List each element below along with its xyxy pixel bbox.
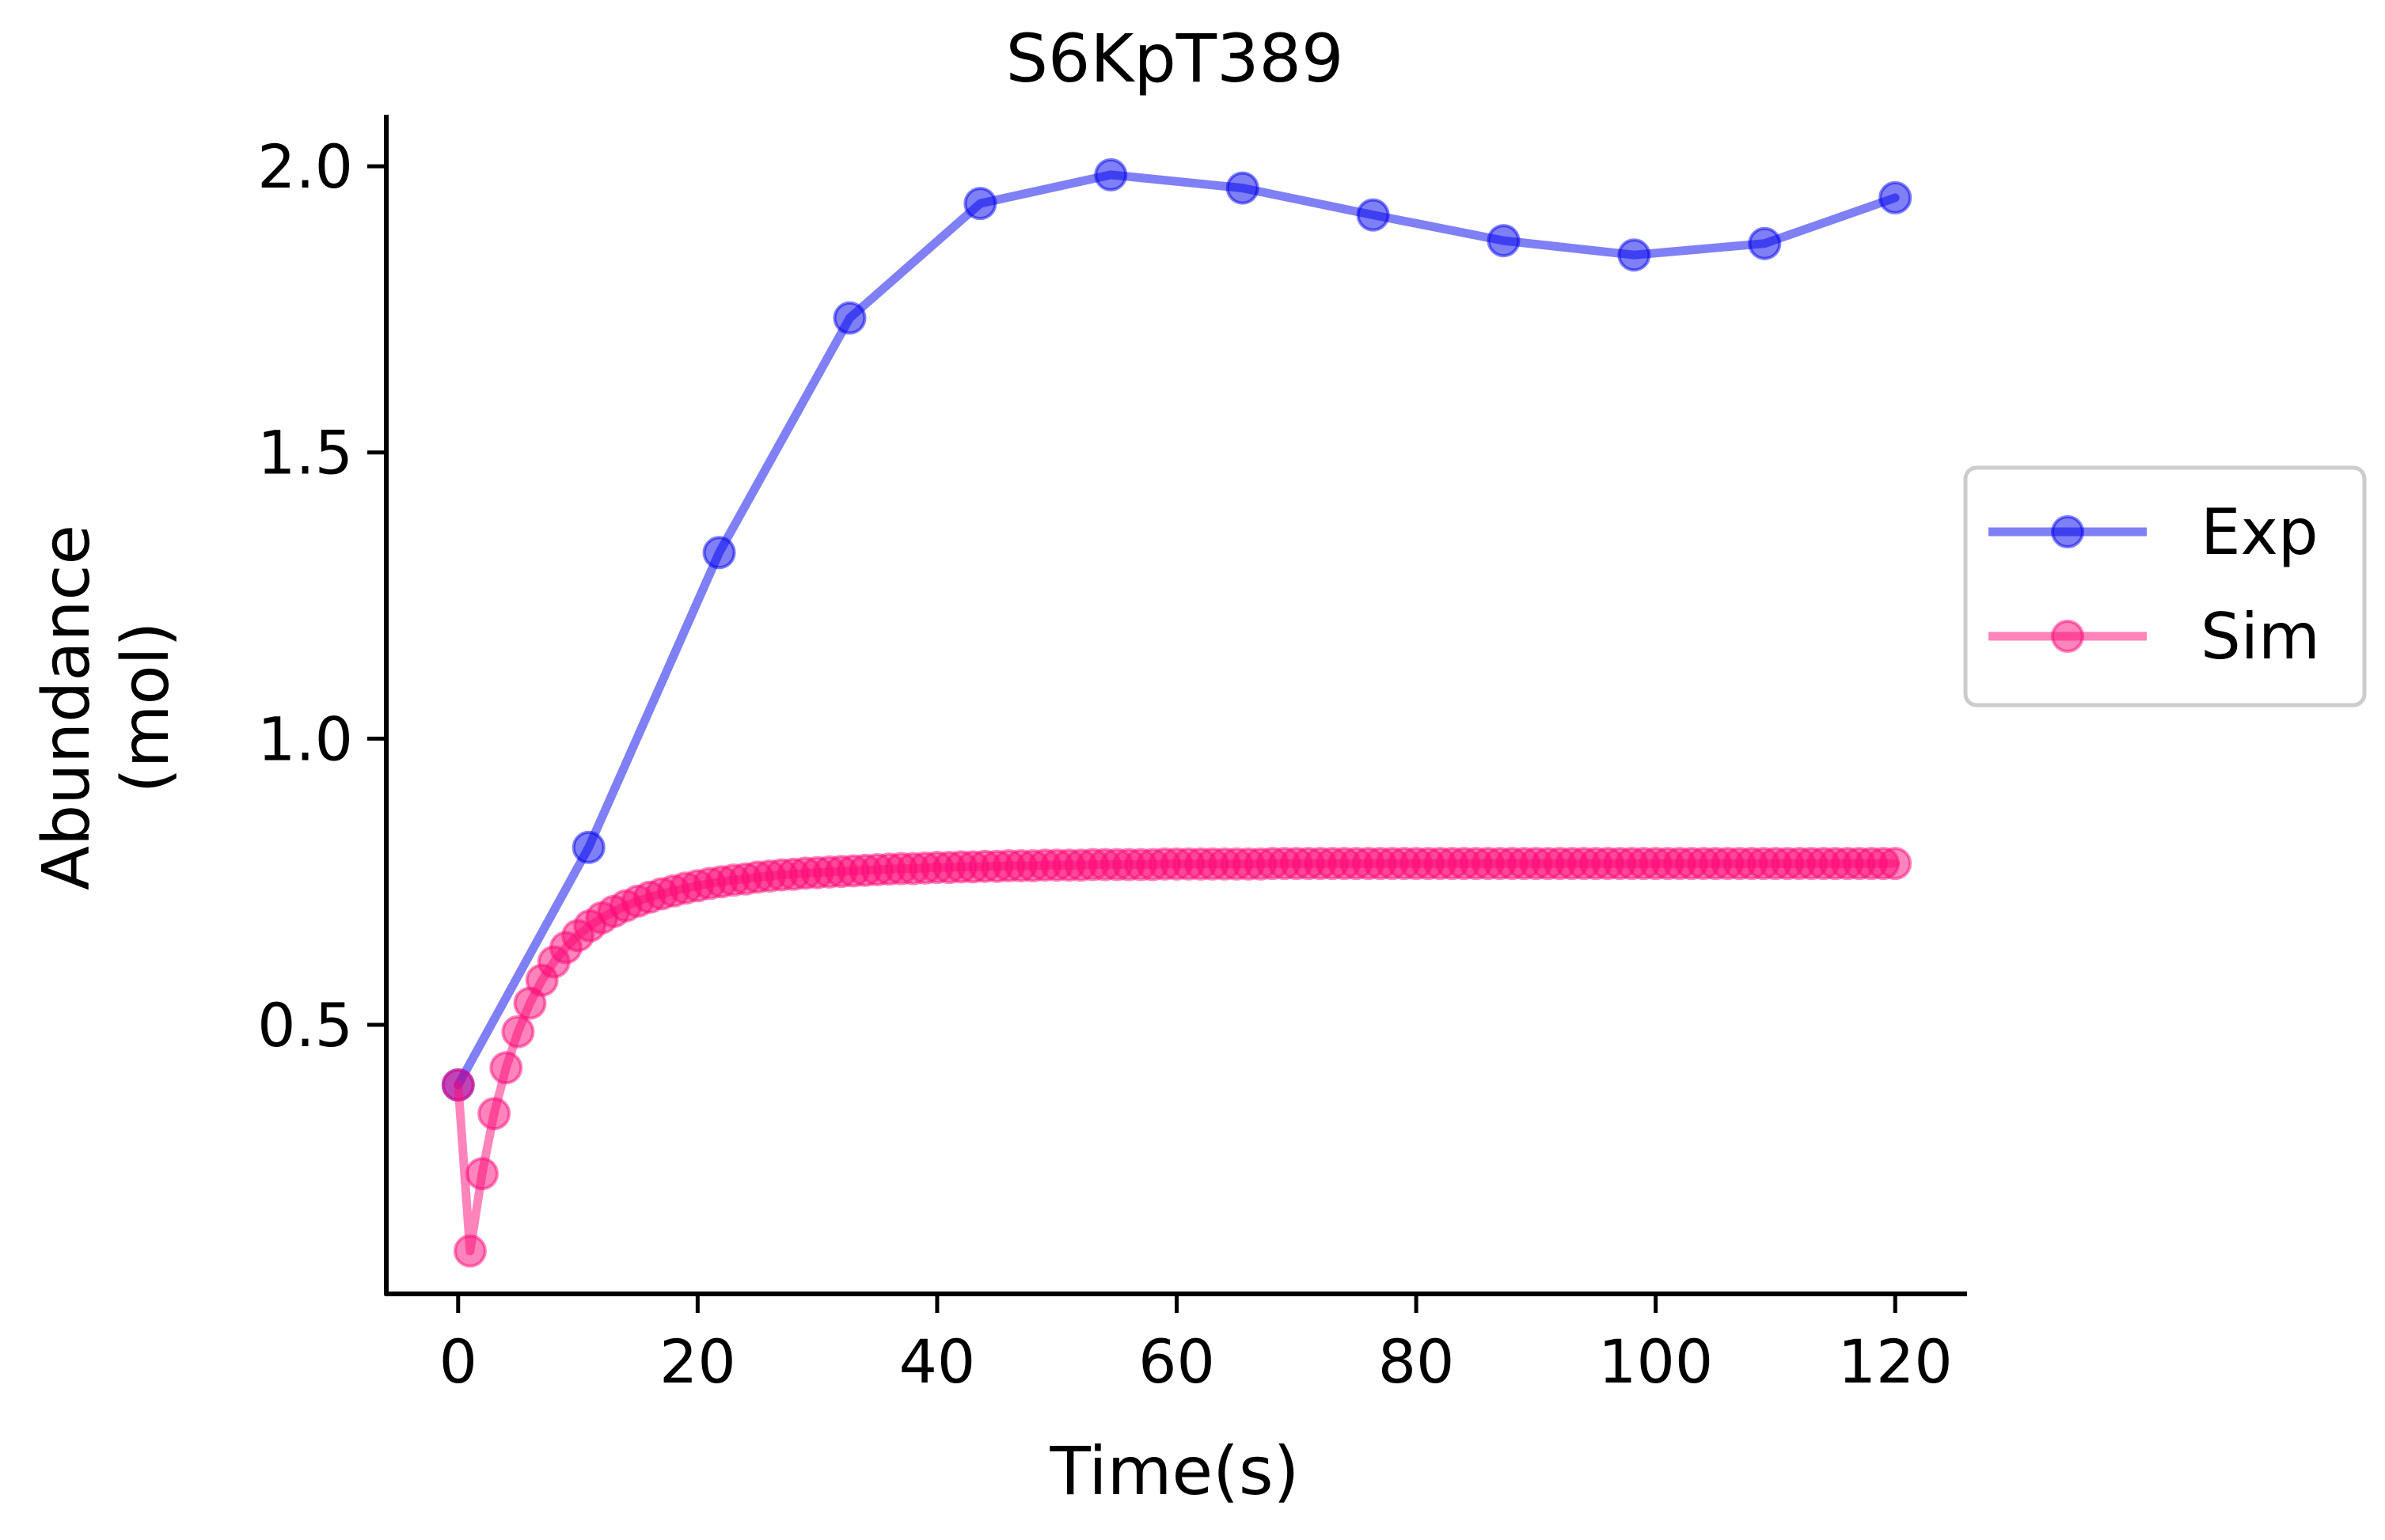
legend-entry-sim: Sim [1988,600,2320,673]
legend-marker-sim [2051,620,2084,653]
data-point-sim [453,1234,487,1268]
legend: Exp Sim [1963,465,2367,707]
legend-entry-exp: Exp [1988,495,2319,569]
plot-area [441,157,1912,1268]
data-point-sim [501,1015,535,1049]
x-tick-label: 120 [1838,1326,1953,1397]
data-point-exp [1487,224,1521,258]
data-point-exp [1225,171,1259,205]
data-point-exp [702,536,736,570]
x-tick-label: 40 [899,1326,976,1397]
y-axis-label: Abundance (mol) [29,525,184,890]
y-axis-label-line-2: (mol) [108,622,184,794]
data-point-exp [1878,180,1912,214]
legend-label-exp: Exp [2201,495,2319,569]
data-point-exp [963,187,997,221]
data-point-sim [1878,847,1912,881]
legend-label-sim: Sim [2201,600,2320,673]
data-point-sim [441,1068,475,1102]
data-point-exp [1748,226,1782,260]
series-line-sim [454,859,1900,1256]
y-tick-label: 0.5 [257,990,353,1060]
data-point-exp [1356,198,1390,232]
data-point-sim [465,1157,499,1191]
data-point-exp [833,301,867,335]
y-tick-label: 1.0 [257,704,353,774]
chart-title: S6KpT389 [1006,20,1344,97]
axes [384,115,1967,1296]
y-tick-label: 2.0 [257,131,353,202]
x-tick-label: 60 [1138,1326,1215,1397]
y-tick-label: 1.5 [257,418,353,488]
data-point-exp [1617,238,1651,272]
y-axis-label-line-1: Abundance [29,525,104,890]
x-tick-label: 20 [659,1326,736,1397]
x-axis-label: Time(s) [1050,1432,1300,1510]
series-line-exp [454,170,1900,1090]
x-axis-ticks: 0 20 40 60 80 100 120 [439,1294,1953,1397]
x-tick-label: 0 [439,1326,477,1397]
data-point-exp [572,830,606,864]
y-axis-ticks: 0.5 1.0 1.5 2.0 [257,131,386,1060]
series-exp [441,157,1912,1102]
x-tick-label: 100 [1598,1326,1713,1397]
data-point-sim [489,1051,523,1085]
data-point-sim [477,1097,511,1131]
data-point-exp [1094,157,1128,192]
x-tick-label: 80 [1378,1326,1455,1397]
legend-marker-exp [2051,515,2084,548]
series-sim [441,847,1912,1268]
